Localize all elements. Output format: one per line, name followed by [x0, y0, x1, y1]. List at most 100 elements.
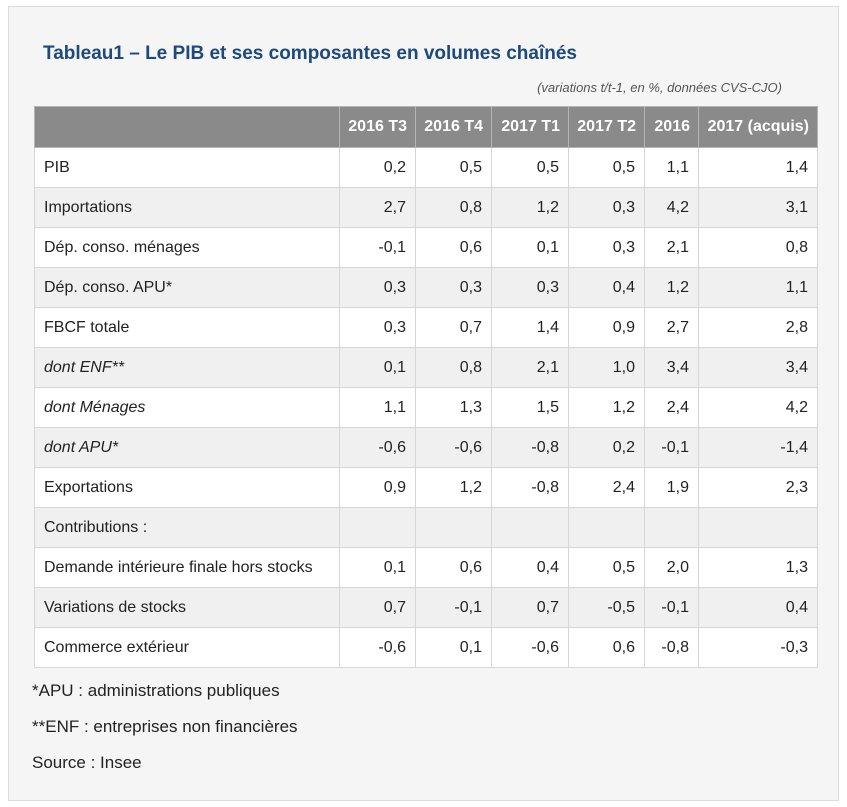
- value-cell: [339, 507, 416, 548]
- value-cell: 0,5: [568, 547, 645, 588]
- value-cell: [415, 507, 492, 548]
- value-cell: -1,4: [698, 427, 818, 468]
- value-cell: 0,1: [415, 627, 492, 668]
- table-row: dont Ménages 1,1 1,3 1,5 1,2 2,4 4,2: [34, 387, 818, 428]
- value-cell: 4,2: [698, 387, 818, 428]
- row-label: dont ENF**: [34, 347, 340, 388]
- value-cell: -0,8: [644, 627, 699, 668]
- value-cell: [491, 507, 569, 548]
- table-row: Importations 2,7 0,8 1,2 0,3 4,2 3,1: [34, 187, 818, 228]
- value-cell: 2,0: [644, 547, 699, 588]
- table-row: PIB 0,2 0,5 0,5 0,5 1,1 1,4: [34, 147, 818, 188]
- value-cell: [698, 507, 818, 548]
- value-cell: 0,1: [339, 347, 416, 388]
- value-cell: 2,7: [644, 307, 699, 348]
- table-row: Variations de stocks 0,7 -0,1 0,7 -0,5 -0,1 0,…: [34, 587, 818, 628]
- value-cell: 2,4: [568, 467, 645, 508]
- row-label: Dép. conso. ménages: [34, 227, 340, 268]
- row-label: Importations: [34, 187, 340, 228]
- value-cell: 0,3: [339, 267, 416, 308]
- value-cell: 0,6: [415, 227, 492, 268]
- table-row: Dép. conso. APU* 0,3 0,3 0,3 0,4 1,2 1,1: [34, 267, 818, 308]
- row-label: PIB: [34, 147, 340, 188]
- value-cell: 1,1: [644, 147, 699, 188]
- value-cell: 0,9: [568, 307, 645, 348]
- value-cell: 0,9: [339, 467, 416, 508]
- row-label: Variations de stocks: [34, 587, 340, 628]
- row-label: FBCF totale: [34, 307, 340, 348]
- value-cell: 1,2: [644, 267, 699, 308]
- value-cell: 0,7: [415, 307, 492, 348]
- value-cell: 2,1: [491, 347, 569, 388]
- value-cell: 0,2: [339, 147, 416, 188]
- value-cell: 0,1: [339, 547, 416, 588]
- value-cell: 1,2: [491, 187, 569, 228]
- value-cell: 0,1: [491, 227, 569, 268]
- table-row: Commerce extérieur -0,6 0,1 -0,6 0,6 -0,8 -0,3: [34, 627, 818, 668]
- value-cell: -0,8: [491, 467, 569, 508]
- footnote: *APU : administrations publiques: [32, 681, 280, 700]
- row-label: Contributions :: [34, 507, 340, 548]
- value-cell: 1,1: [698, 267, 818, 308]
- value-cell: 0,6: [415, 547, 492, 588]
- value-cell: -0,6: [339, 427, 416, 468]
- table-row: dont ENF** 0,1 0,8 2,1 1,0 3,4 3,4: [34, 347, 818, 388]
- header-cell: 2016: [644, 106, 699, 148]
- value-cell: 0,3: [491, 267, 569, 308]
- value-cell: -0,5: [568, 587, 645, 628]
- value-cell: -0,3: [698, 627, 818, 668]
- value-cell: [568, 507, 645, 548]
- table-row: FBCF totale 0,3 0,7 1,4 0,9 2,7 2,8: [34, 307, 818, 348]
- value-cell: 1,9: [644, 467, 699, 508]
- value-cell: 2,4: [644, 387, 699, 428]
- value-cell: 2,7: [339, 187, 416, 228]
- row-label: dont Ménages: [34, 387, 340, 428]
- value-cell: 1,3: [415, 387, 492, 428]
- header-cell: 2017 T1: [491, 106, 569, 148]
- value-cell: 0,4: [491, 547, 569, 588]
- value-cell: 1,2: [568, 387, 645, 428]
- value-cell: 1,1: [339, 387, 416, 428]
- content-panel: Tableau1 – Le PIB et ses composantes en …: [8, 6, 839, 801]
- header-cell: 2016 T3: [339, 106, 416, 148]
- footnotes: *APU : administrations publiques **ENF :…: [32, 679, 298, 787]
- value-cell: -0,1: [644, 587, 699, 628]
- value-cell: 3,4: [644, 347, 699, 388]
- value-cell: 0,3: [568, 227, 645, 268]
- value-cell: 0,8: [415, 347, 492, 388]
- value-cell: -0,6: [491, 627, 569, 668]
- value-cell: 0,5: [491, 147, 569, 188]
- value-cell: 0,5: [415, 147, 492, 188]
- value-cell: 1,5: [491, 387, 569, 428]
- value-cell: 0,5: [568, 147, 645, 188]
- value-cell: 0,3: [568, 187, 645, 228]
- value-cell: 2,8: [698, 307, 818, 348]
- header-cell: 2017 (acquis): [698, 106, 818, 148]
- value-cell: -0,6: [415, 427, 492, 468]
- value-cell: 4,2: [644, 187, 699, 228]
- table-subtitle: (variations t/t-1, en %, données CVS-CJO…: [537, 80, 782, 95]
- footnote: **ENF : entreprises non financières: [32, 717, 298, 736]
- header-cell: 2017 T2: [568, 106, 645, 148]
- value-cell: 1,3: [698, 547, 818, 588]
- source-note: Source : Insee: [32, 753, 142, 772]
- row-label: Demande intérieure finale hors stocks: [34, 547, 340, 588]
- value-cell: [644, 507, 699, 548]
- value-cell: 1,4: [698, 147, 818, 188]
- value-cell: -0,1: [644, 427, 699, 468]
- value-cell: -0,6: [339, 627, 416, 668]
- header-cell: 2016 T4: [415, 106, 492, 148]
- value-cell: 3,1: [698, 187, 818, 228]
- value-cell: 0,7: [339, 587, 416, 628]
- row-label: dont APU*: [34, 427, 340, 468]
- row-label: Dép. conso. APU*: [34, 267, 340, 308]
- value-cell: 0,3: [339, 307, 416, 348]
- value-cell: 0,4: [568, 267, 645, 308]
- value-cell: 0,4: [698, 587, 818, 628]
- value-cell: 1,0: [568, 347, 645, 388]
- value-cell: -0,8: [491, 427, 569, 468]
- value-cell: 0,3: [415, 267, 492, 308]
- value-cell: 0,7: [491, 587, 569, 628]
- table-row: Exportations 0,9 1,2 -0,8 2,4 1,9 2,3: [34, 467, 818, 508]
- value-cell: 2,3: [698, 467, 818, 508]
